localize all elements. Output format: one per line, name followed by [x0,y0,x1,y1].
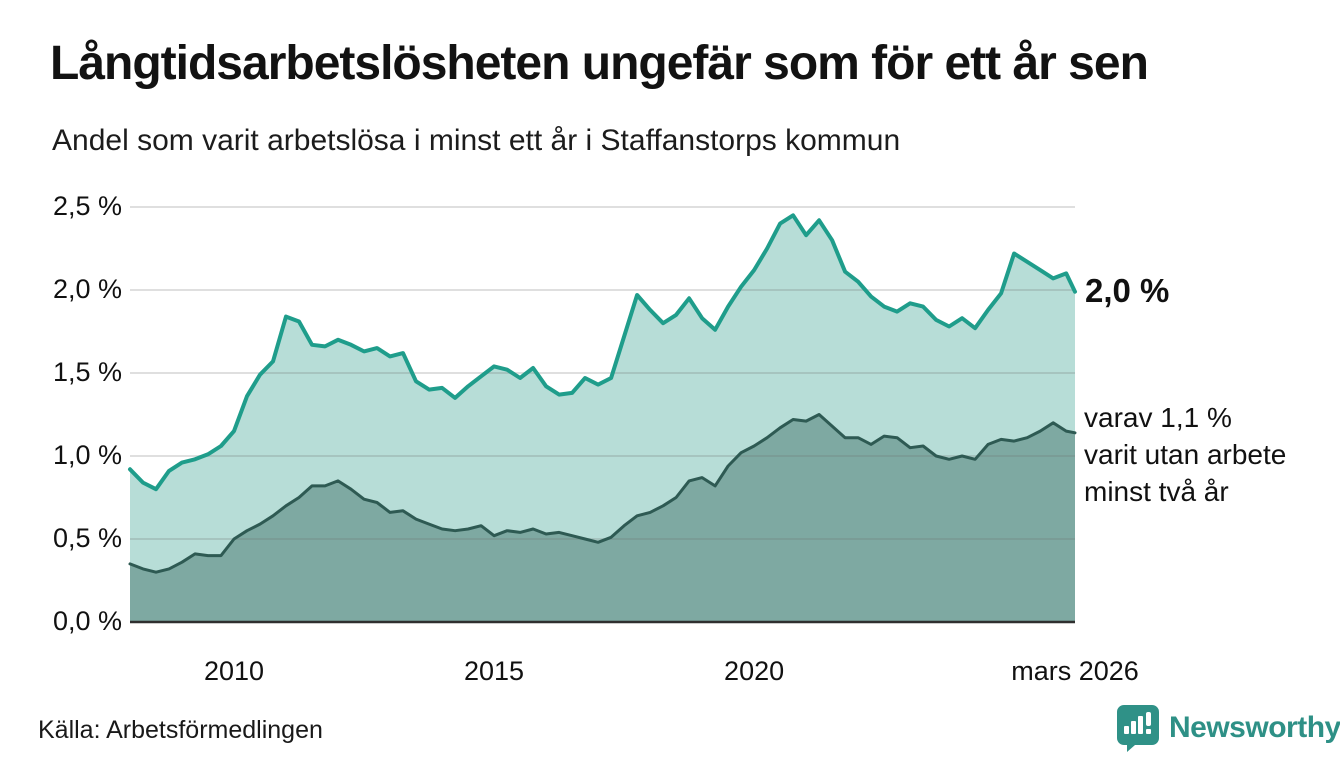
y-axis-tick-label: 2,0 % [52,274,122,304]
latest-value-label: 2,0 % [1085,272,1170,309]
newsworthy-logo-icon [1117,705,1159,752]
y-axis-tick-label: 0,5 % [52,523,122,553]
y-axis-tick-label: 2,5 % [52,191,122,221]
y-axis-tick-label: 1,0 % [52,440,122,470]
newsworthy-wordmark: Newsworthy [1169,711,1340,744]
secondary-annotation-line: varav 1,1 % [1084,402,1232,433]
secondary-annotation-line: varit utan arbete [1084,439,1287,470]
x-axis-tick-label: 2015 [464,656,525,686]
x-axis-tick-label: 2020 [724,656,785,686]
secondary-annotation: varav 1,1 % varit utan arbete minst två … [1084,399,1286,510]
page-subtitle: Andel som varit arbetslösa i minst ett å… [52,124,901,157]
x-axis-tick-label: 2010 [203,656,265,686]
newsworthy-logo: Newsworthy [1116,704,1340,752]
series-line-0 [128,213,1077,492]
y-axis-tick-label: 0,0 % [52,606,122,636]
source-note: Källa: Arbetsförmedlingen [38,716,323,744]
page-title: Långtidsarbetslösheten ungefär som för e… [50,37,1149,90]
area-fill-series-1 [130,414,1075,622]
y-axis-tick-label: 1,5 % [52,357,122,387]
secondary-annotation-line: minst två år [1084,476,1229,507]
series-line-1 [128,413,1077,574]
x-axis-tick-label: mars 2026 [1011,656,1139,686]
